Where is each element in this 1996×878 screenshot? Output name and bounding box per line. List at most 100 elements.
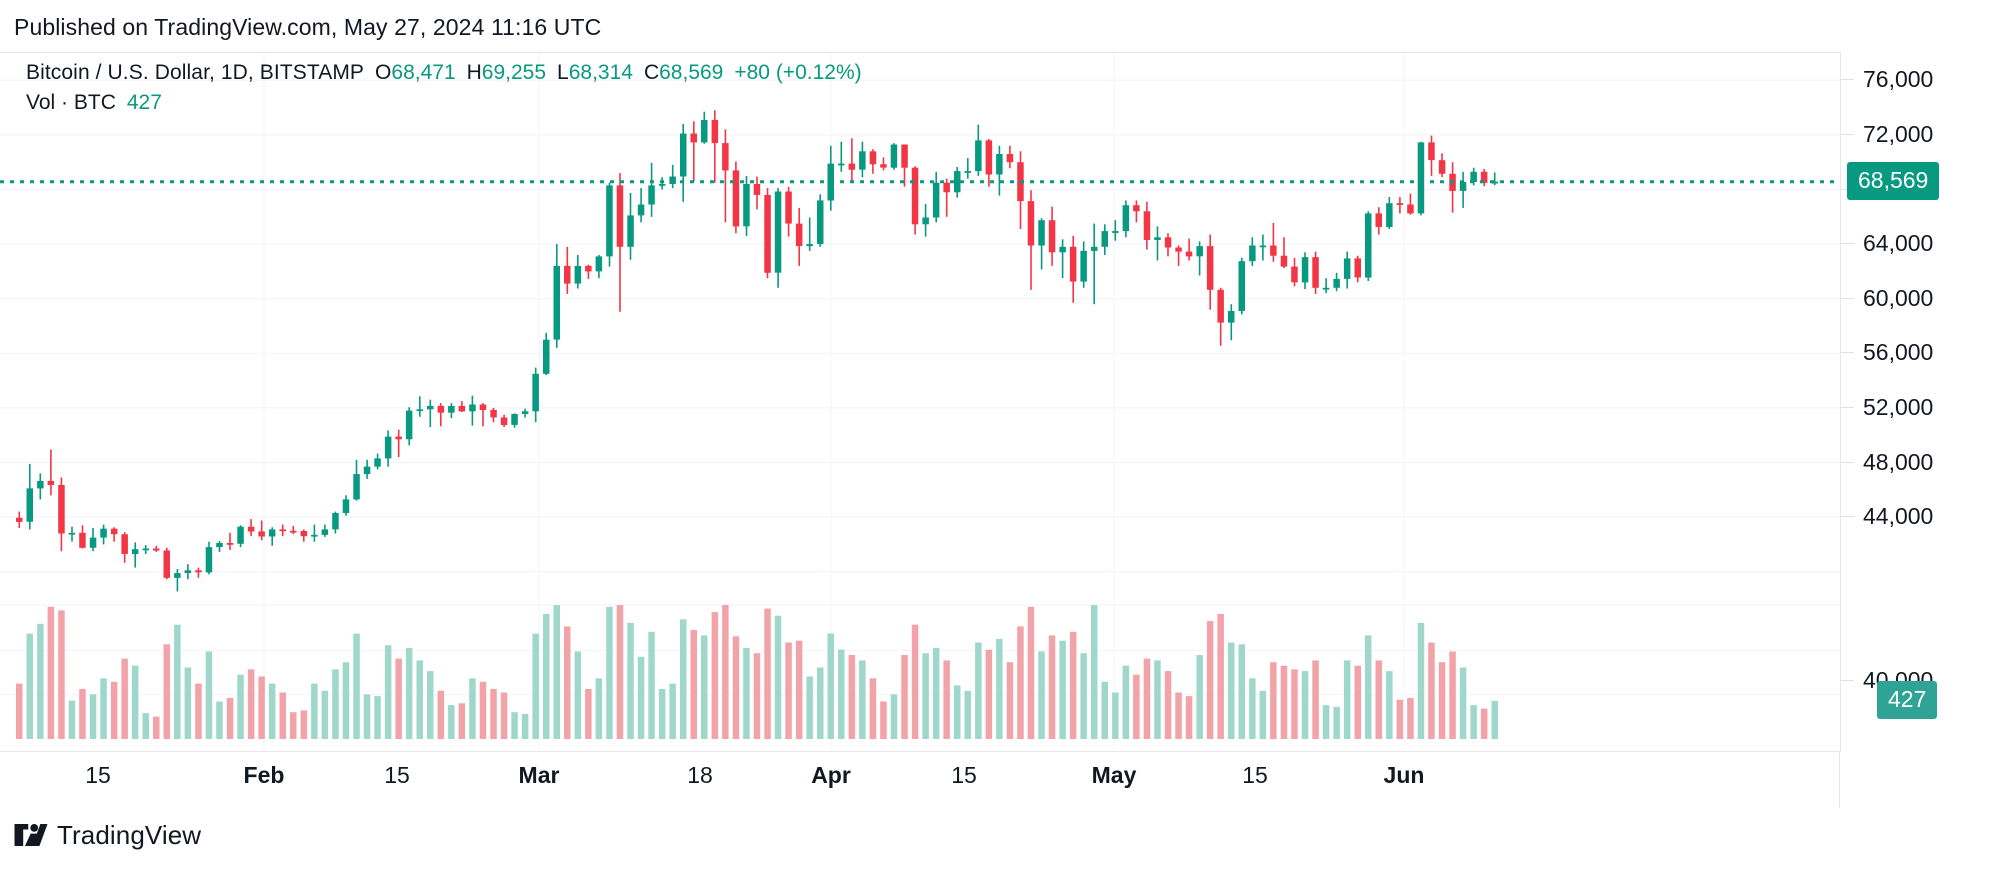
price-tick-dash (1841, 243, 1854, 244)
chart-plot-area[interactable] (0, 52, 1840, 752)
volume-bar (448, 705, 455, 739)
candle-body (1396, 203, 1404, 205)
price-tick-label: 76,000 (1863, 66, 1934, 92)
volume-bar (1206, 621, 1214, 739)
price-tick-dash (1841, 298, 1854, 299)
volume-bar (479, 681, 487, 739)
volume-bar (1480, 708, 1488, 739)
candle-body (1112, 231, 1119, 233)
candle-body (100, 528, 107, 538)
candle-body (606, 185, 613, 257)
volume-bar (585, 689, 592, 739)
volume-bar (785, 642, 792, 739)
candle-body (89, 537, 97, 548)
candle-body (785, 191, 792, 224)
candle-body (564, 265, 571, 284)
volume-bar (37, 623, 44, 739)
volume-bar (153, 716, 160, 739)
candle-body (448, 405, 455, 413)
candle-body (1343, 258, 1351, 279)
volume-bar (1017, 626, 1024, 739)
volume-bar (490, 689, 497, 739)
time-tick-label: May (1091, 762, 1137, 788)
volume-bar (859, 660, 866, 739)
volume-bar (1112, 692, 1119, 739)
volume-bar (753, 653, 761, 739)
volume-bar (26, 633, 33, 739)
candle-body (300, 531, 308, 537)
candle-body (163, 550, 170, 578)
candle-body (1280, 255, 1288, 267)
volume-value-badge[interactable]: 427 (1877, 681, 1938, 719)
candle-body (374, 458, 381, 467)
candle-body (1164, 237, 1172, 248)
volume-bar (711, 612, 719, 739)
volume-bar (384, 645, 392, 739)
price-tick-dash (1841, 680, 1854, 681)
volume-bar (1438, 662, 1446, 739)
candle-body (1069, 246, 1077, 282)
candlestick-svg (0, 53, 1840, 751)
candle-body (711, 119, 719, 144)
volume-bar (1280, 665, 1288, 739)
candle-body (479, 404, 487, 410)
candle-body (521, 411, 529, 414)
volume-bar (1270, 662, 1277, 739)
volume-bar (458, 703, 466, 739)
candle-body (964, 171, 971, 173)
candle-body (753, 184, 761, 195)
candle-body (1480, 171, 1488, 183)
volume-bar (890, 694, 898, 739)
candle-body (932, 182, 940, 218)
volume-bar (216, 701, 223, 739)
candle-body (848, 163, 856, 170)
volume-bar (627, 622, 634, 739)
volume-bar (405, 647, 413, 739)
volume-bar (880, 701, 887, 739)
volume-bar (174, 624, 181, 739)
volume-bar (817, 667, 824, 739)
price-tick-dash (1841, 79, 1854, 80)
candle-body (1491, 181, 1498, 184)
candle-body (806, 244, 813, 247)
candle-body (859, 151, 866, 170)
volume-bar (226, 697, 234, 739)
candle-body (648, 185, 655, 205)
price-axis[interactable]: 76,00072,00068,00064,00060,00056,00052,0… (1840, 52, 1996, 752)
volume-bar (932, 647, 940, 739)
volume-bar (121, 658, 128, 739)
candle-body (1407, 204, 1414, 214)
candle-body (247, 526, 255, 532)
price-tick-dash (1841, 407, 1854, 408)
candle-body (1375, 213, 1382, 227)
volume-bar (996, 638, 1003, 739)
price-tick-dash (1841, 516, 1854, 517)
volume-bar (1175, 692, 1182, 739)
volume-bar (1291, 669, 1298, 739)
volume-bar (806, 676, 813, 739)
candle-body (1259, 245, 1267, 248)
candle-body (1133, 205, 1140, 212)
volume-bar (1228, 642, 1235, 739)
time-tick-label: 15 (1242, 762, 1268, 788)
last-price-badge[interactable]: 68,569 (1847, 162, 1940, 200)
volume-bar (1333, 706, 1340, 739)
candle-body (658, 184, 666, 186)
time-axis[interactable]: 15 Feb 15 Mar 18 Apr 15 May 15 Jun (0, 752, 1840, 808)
candle-body (353, 474, 360, 500)
candle-body (321, 529, 329, 535)
volume-bar (954, 685, 961, 739)
candle-body (1048, 220, 1056, 253)
price-tick-dash (1841, 134, 1854, 135)
candle-body (1101, 231, 1108, 247)
volume-bar (1491, 700, 1498, 739)
time-tick-label: Apr (811, 762, 851, 788)
volume-bar (163, 644, 170, 739)
volume-bar (395, 658, 402, 739)
volume-bar (1396, 699, 1404, 739)
volume-bar (1322, 705, 1330, 739)
volume-bar (1217, 613, 1224, 739)
candle-body (637, 204, 645, 216)
candle-body (1185, 251, 1193, 257)
